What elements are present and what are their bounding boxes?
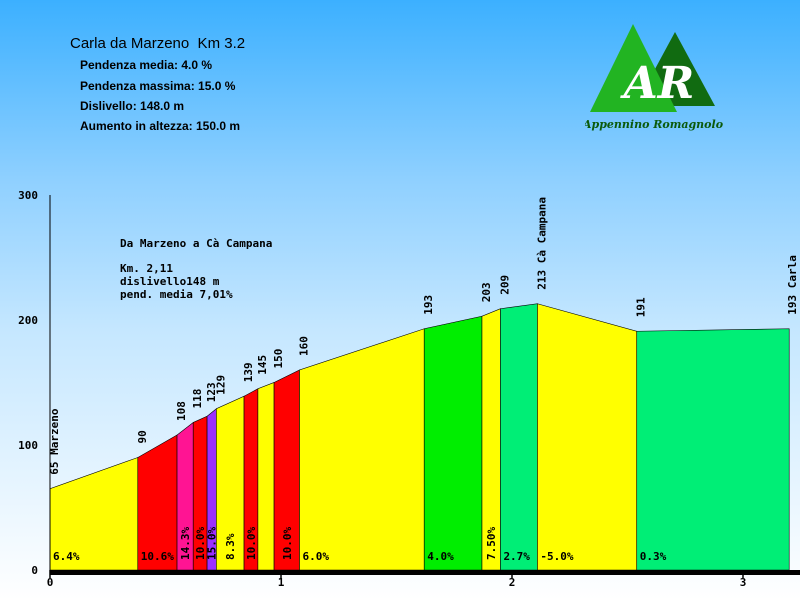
appennino-romagnolo-logo: AR Appennino Romagnolo (585, 24, 723, 131)
point-elevation-label: 203 (480, 282, 493, 302)
point-elevation-label: 191 (635, 297, 648, 317)
chart-title: Carla da Marzeno Km 3.2 (70, 35, 246, 52)
segment-grade-label: 10.6% (141, 550, 174, 563)
segment-grade-label: 15.0% (206, 527, 219, 560)
logo-caption: Appennino Romagnolo (585, 118, 723, 131)
segment-grade-label: 2.7% (503, 550, 530, 563)
climb-note-elevation: dislivello148 m (120, 275, 220, 288)
stat-max-grade: Pendenza massima: 15.0 % (80, 79, 236, 93)
stat-avg-grade: Pendenza media: 4.0 % (80, 58, 213, 72)
point-elevation-label: 193 (422, 295, 435, 315)
segment-grade-label: 8.3% (224, 533, 237, 560)
climb-note-avg-grade: pend. media 7,01% (120, 288, 233, 301)
y-tick-label: 0 (31, 564, 38, 577)
point-elevation-label: 123 (205, 382, 218, 402)
logo-letters: AR (620, 58, 695, 109)
profile-segment (423, 315, 483, 571)
profile-segment (299, 328, 425, 571)
climb-note-distance: Km. 2,11 (120, 262, 173, 275)
x-tick-label: 1 (278, 576, 285, 589)
point-elevation-label: 160 (297, 336, 310, 356)
profile-segment (257, 382, 275, 571)
point-elevation-label: 90 (136, 430, 149, 443)
segment-grade-label: 4.0% (427, 550, 454, 563)
point-elevation-label: 209 (498, 275, 511, 295)
segment-grade-label: 6.4% (53, 550, 80, 563)
climb-note-title: Da Marzeno a Cà Campana (120, 237, 273, 250)
point-elevation-label: 65 Marzeno (48, 408, 61, 475)
profile-segment (636, 328, 790, 571)
point-elevation-label: 145 (256, 355, 269, 375)
point-elevation-label: 139 (242, 362, 255, 382)
x-axis-bar (50, 570, 800, 575)
y-tick-label: 100 (18, 439, 38, 452)
segment-grade-label: 10.0% (245, 527, 258, 560)
x-tick-label: 3 (740, 576, 747, 589)
point-elevation-label: 108 (175, 401, 188, 421)
stat-elevation-gain: Aumento in altezza: 150.0 m (80, 119, 241, 133)
point-elevation-label: 213 Cà Campana (535, 197, 548, 290)
point-elevation-label: 129 (214, 375, 227, 395)
segment-grade-label: 0.3% (640, 550, 667, 563)
stat-elevation-drop: Dislivello: 148.0 m (80, 99, 185, 113)
logo-front-triangle (590, 24, 677, 112)
point-elevation-label: 193 Carla (786, 255, 799, 315)
profile-segment (500, 303, 538, 571)
segment-grade-label: 6.0% (302, 550, 329, 563)
profile-segment (537, 303, 638, 571)
y-tick-label: 300 (18, 189, 38, 202)
y-tick-label: 200 (18, 314, 38, 327)
segment-grade-label: -5.0% (540, 550, 573, 563)
x-tick-label: 2 (509, 576, 516, 589)
x-tick-label: 0 (47, 576, 54, 589)
segment-grade-label: 10.0% (194, 527, 207, 560)
segment-grade-label: 10.0% (281, 527, 294, 560)
segment-grade-label: 7.50% (485, 527, 498, 560)
segment-grade-label: 14.3% (179, 527, 192, 560)
point-elevation-label: 150 (272, 349, 285, 369)
point-elevation-label: 118 (191, 389, 204, 409)
